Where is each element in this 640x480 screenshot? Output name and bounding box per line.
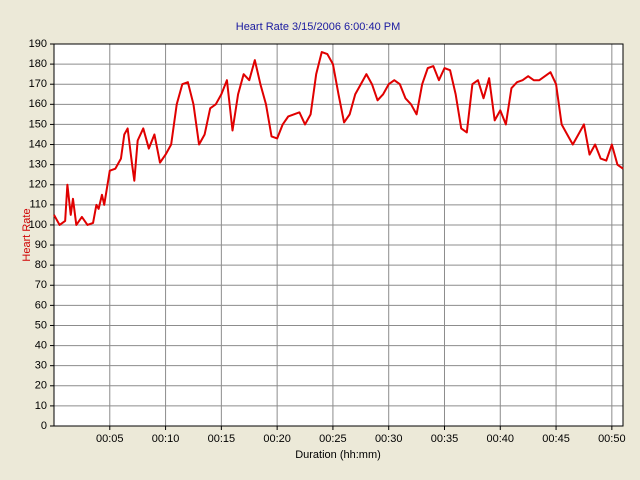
x-tick-label: 00:10 <box>152 433 180 445</box>
plot-area <box>54 44 623 426</box>
x-tick-label: 00:50 <box>598 433 626 445</box>
x-tick-label: 00:25 <box>319 433 347 445</box>
y-tick-label: 160 <box>29 98 47 110</box>
x-axis-label: Duration (hh:mm) <box>295 449 381 461</box>
data-line <box>53 51 624 226</box>
y-tick-label: 140 <box>29 138 47 150</box>
y-tick-label: 110 <box>29 199 47 211</box>
y-tick-label: 150 <box>29 118 47 130</box>
y-tick-label: 10 <box>35 400 47 412</box>
x-tick-label: 00:05 <box>96 433 124 445</box>
plot-border <box>53 43 624 427</box>
x-tick-label: 00:40 <box>487 433 515 445</box>
y-tick-label: 130 <box>29 159 47 171</box>
y-tick-label: 100 <box>29 219 47 231</box>
y-tick-label: 190 <box>29 38 47 50</box>
y-tick-label: 120 <box>29 179 47 191</box>
x-tick-label: 00:45 <box>542 433 570 445</box>
x-tick-label: 00:30 <box>375 433 403 445</box>
x-tick-label: 00:15 <box>208 433 236 445</box>
x-tick-label: 00:20 <box>263 433 291 445</box>
y-tick-label: 170 <box>29 78 47 90</box>
y-tick-label: 90 <box>35 239 47 251</box>
x-tick-label: 00:35 <box>431 433 459 445</box>
y-tick-label: 70 <box>35 279 47 291</box>
y-tick-label: 60 <box>35 299 47 311</box>
y-tick-label: 180 <box>29 58 47 70</box>
y-tick-label: 0 <box>41 420 47 432</box>
y-tick-label: 30 <box>35 360 47 372</box>
y-tick-label: 50 <box>35 319 47 331</box>
y-tick-label: 80 <box>35 259 47 271</box>
y-tick-label: 20 <box>35 380 47 392</box>
chart-title: Heart Rate 3/15/2006 6:00:40 PM <box>236 21 401 33</box>
y-axis-label: Heart Rate <box>21 208 33 261</box>
y-tick-label: 40 <box>35 339 47 351</box>
